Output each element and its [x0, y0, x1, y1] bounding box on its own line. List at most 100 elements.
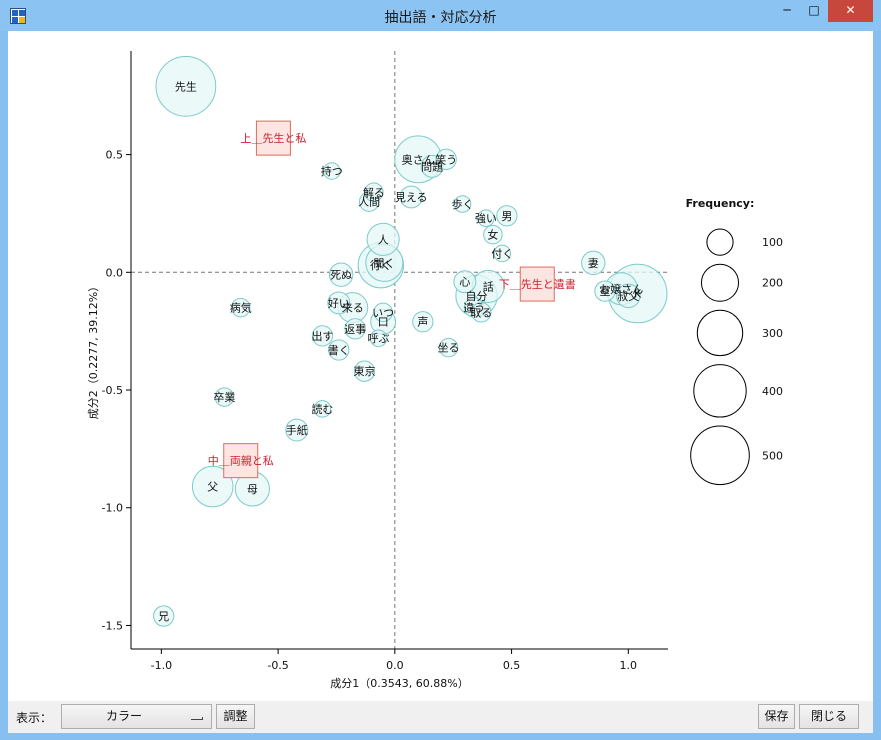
word-label: 違う	[463, 302, 485, 315]
word-label: 叔父	[617, 289, 639, 303]
plot-area: -1.0 -0.5 0.0 0.5 1.0 0.5 0.0 -0.5 -1.0 -1.5 成分1（0…	[8, 31, 873, 701]
title-bar[interactable]: 抽出語・対応分析 ─ □ ✕	[0, 0, 881, 31]
word-label: 手紙	[286, 423, 308, 437]
word-label: 見える	[395, 191, 428, 204]
word-label: 心	[459, 276, 470, 289]
legend-label: 200	[762, 277, 783, 290]
word-label: 付く	[491, 247, 513, 260]
word-label: 聞く	[373, 257, 395, 270]
word-bubble	[594, 280, 616, 302]
word-label: 読む	[311, 402, 333, 416]
word-bubble	[483, 224, 503, 245]
y-tick-label: -1.5	[102, 619, 123, 632]
variable-marker	[255, 120, 291, 156]
word-label: 呼ぶ	[367, 332, 389, 345]
word-label: 取る	[470, 306, 492, 319]
word-bubble	[311, 325, 334, 347]
word-label: 書く	[328, 343, 350, 357]
word-label: お嬢さん	[599, 282, 643, 296]
word-bubble	[155, 55, 217, 117]
word-label: 先生	[175, 79, 197, 93]
word-bubble	[581, 250, 606, 276]
word-bubble	[493, 244, 512, 263]
word-label: 病気	[230, 301, 252, 315]
word-label: 解る	[363, 185, 385, 199]
x-axis-label: 成分1（0.3543, 60.88%）	[330, 677, 468, 690]
word-bubble	[344, 318, 366, 340]
y-tick-label: 0.0	[106, 266, 124, 279]
save-button[interactable]: 保存	[758, 704, 795, 729]
word-bubble	[214, 387, 235, 407]
word-label: 死ぬ	[330, 269, 352, 282]
word-bubble	[477, 209, 495, 227]
word-label: 声	[417, 315, 428, 329]
legend-label: 500	[762, 449, 783, 462]
maximize-button[interactable]: □	[808, 3, 820, 17]
word-label: 母	[247, 483, 258, 496]
word-label: 笑う	[435, 152, 457, 166]
word-bubble	[327, 291, 351, 315]
variable-label: 中＿両親と私	[208, 455, 274, 468]
word-label: 持つ	[321, 164, 343, 178]
legend-circle	[690, 425, 750, 486]
word-label: 歩く	[452, 197, 474, 211]
window-title: 抽出語・対応分析	[384, 10, 497, 26]
legend-label: 400	[762, 385, 783, 398]
word-bubble	[369, 329, 388, 348]
close-button[interactable]: 閉じる	[799, 704, 859, 729]
word-label: 問題	[421, 160, 443, 173]
word-label: 好い	[328, 296, 350, 310]
word-label: 父	[207, 481, 218, 494]
x-tick-label: 0.5	[503, 659, 521, 672]
word-label: 人間	[358, 196, 380, 209]
word-bubble	[412, 311, 434, 333]
legend-circle	[706, 228, 734, 256]
word-bubble	[438, 337, 459, 358]
legend-label: 300	[762, 327, 783, 340]
word-bubble	[191, 465, 234, 508]
word-label: 口	[378, 316, 389, 329]
correspondence-analysis-chart: -1.0 -0.5 0.0 0.5 1.0 0.5 0.0 -0.5 -1.0 -1.5 成分1（0…	[87, 51, 783, 690]
word-label: 行く	[370, 259, 392, 272]
word-label: いつ	[372, 306, 394, 319]
display-label: 表示：	[16, 711, 53, 725]
display-select[interactable]: カラー	[61, 704, 212, 729]
x-tick-label: 0.0	[386, 659, 404, 672]
word-bubble	[616, 283, 641, 309]
chevron-down-icon	[191, 717, 203, 720]
word-bubble	[364, 182, 384, 203]
x-tick-label: -1.0	[151, 659, 172, 672]
word-bubble	[453, 270, 477, 294]
word-bubble	[323, 162, 341, 180]
word-label: 男	[501, 210, 512, 223]
y-tick-label: -0.5	[102, 384, 123, 397]
word-bubble	[496, 205, 518, 227]
legend-circle	[696, 309, 744, 357]
bottom-toolbar: 表示： カラー 調整 保存 閉じる	[8, 701, 873, 733]
display-select-value: カラー	[106, 709, 143, 723]
legend-circle	[700, 263, 740, 302]
word-bubble	[313, 400, 332, 418]
word-label: 女	[487, 228, 498, 242]
word-label: 来る	[342, 302, 364, 315]
word-label: 話	[483, 279, 494, 293]
legend-title: Frequency:	[686, 197, 755, 210]
word-label: 兄	[158, 610, 169, 623]
word-label: 坐る	[438, 342, 460, 355]
app-icon	[10, 8, 26, 24]
variable-marker	[223, 443, 259, 479]
word-label: 出す	[311, 329, 333, 343]
word-label: 東京	[353, 364, 375, 378]
word-label: 返事	[344, 323, 366, 336]
word-bubble	[366, 222, 400, 256]
close-window-button[interactable]: ✕	[828, 0, 873, 22]
word-bubble	[285, 418, 309, 442]
adjust-button[interactable]: 調整	[216, 704, 255, 729]
word-bubble	[471, 302, 492, 323]
word-bubble	[353, 360, 376, 382]
word-label: 自分	[466, 290, 488, 303]
variable-label: 下＿先生と遺書	[499, 277, 576, 291]
legend-label: 100	[762, 236, 783, 249]
minimize-button[interactable]: ─	[783, 3, 791, 17]
